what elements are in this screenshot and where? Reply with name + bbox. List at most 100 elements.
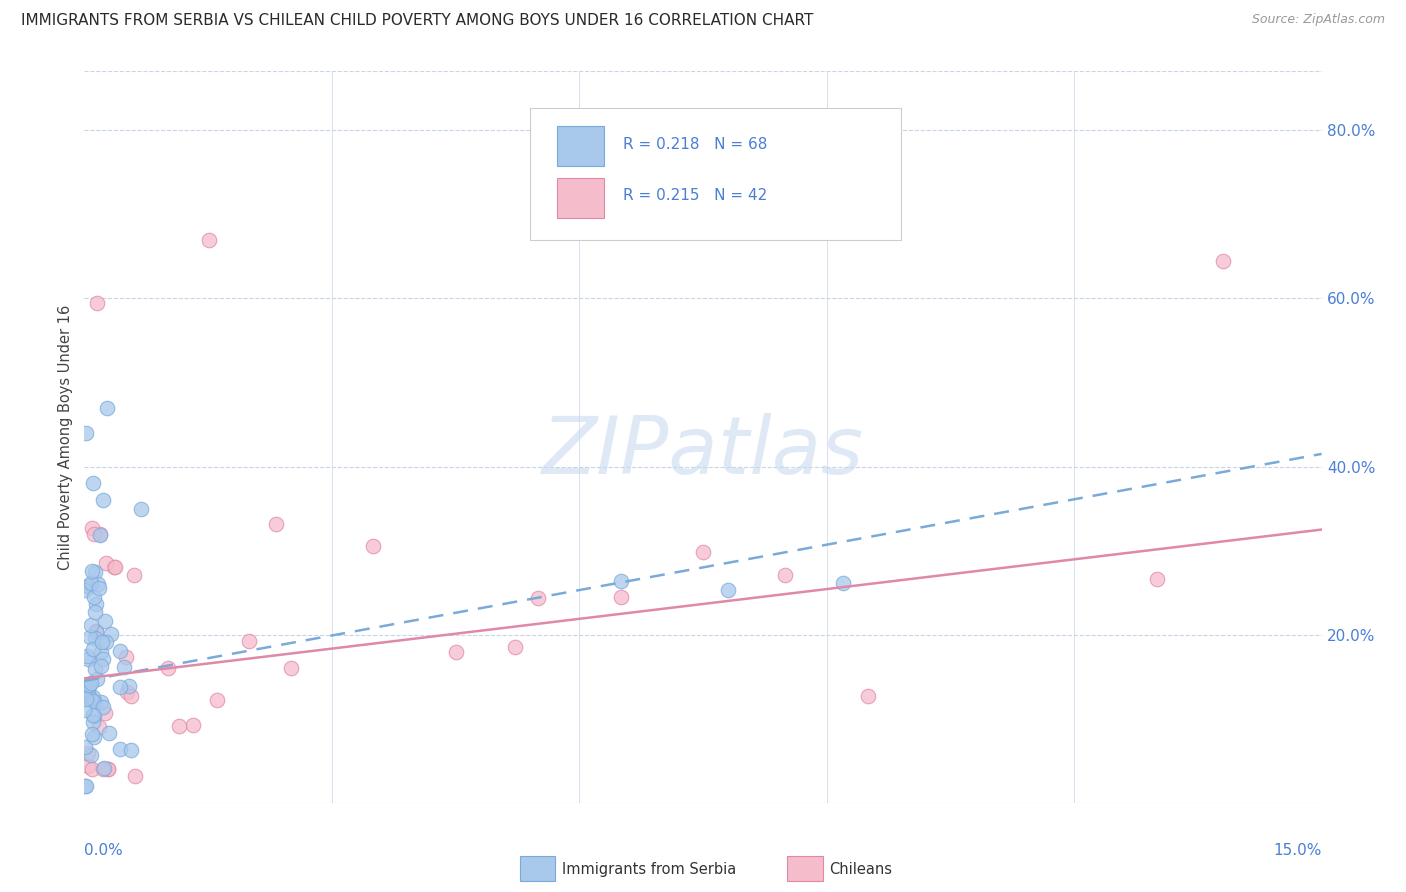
Point (84, 597, 107, 611)
Point (77, 579, 100, 593)
Point (1212, 253, 1234, 268)
Point (527, 591, 550, 605)
Text: Immigrants from Serbia: Immigrants from Serbia (562, 863, 737, 877)
Point (205, 692, 228, 706)
Point (775, 568, 797, 582)
Point (90, 695, 112, 709)
FancyBboxPatch shape (557, 126, 605, 166)
Point (80, 521, 103, 535)
Point (82, 690, 104, 704)
Point (505, 640, 527, 655)
Point (124, 769, 146, 783)
Point (832, 575, 855, 590)
Point (77, 579, 100, 593)
Point (94, 614, 117, 628)
Point (76, 685, 98, 699)
Point (90, 645, 112, 659)
Point (80, 576, 103, 591)
Point (83, 591, 105, 605)
Point (167, 719, 190, 733)
Point (82, 694, 104, 708)
Point (97, 762, 120, 776)
Point (86, 624, 108, 639)
Point (1146, 572, 1168, 586)
Point (82, 641, 104, 656)
Point (264, 517, 287, 532)
Point (112, 659, 135, 673)
Point (91, 762, 114, 776)
Point (84, 631, 107, 645)
Point (87, 720, 110, 734)
Point (84, 625, 107, 640)
Point (80, 676, 103, 690)
Point (717, 582, 740, 597)
Point (238, 634, 260, 648)
Point (89, 581, 111, 595)
Point (77, 759, 100, 773)
Point (76, 648, 98, 663)
Point (82, 476, 104, 491)
Point (91, 700, 114, 714)
Point (82, 727, 104, 741)
Point (75, 691, 97, 706)
Point (108, 644, 131, 658)
Point (80, 747, 103, 762)
Point (83, 695, 105, 709)
Point (73, 703, 96, 717)
Point (118, 679, 141, 693)
Point (97, 762, 120, 776)
Point (84, 662, 107, 676)
Point (93, 761, 115, 775)
Point (361, 539, 384, 553)
FancyBboxPatch shape (530, 108, 901, 240)
Point (108, 680, 131, 694)
Point (77, 678, 100, 692)
Point (91, 635, 114, 649)
Point (82, 708, 104, 723)
Point (181, 718, 204, 732)
Text: IMMIGRANTS FROM SERBIA VS CHILEAN CHILD POVERTY AMONG BOYS UNDER 16 CORRELATION : IMMIGRANTS FROM SERBIA VS CHILEAN CHILD … (21, 13, 814, 29)
Text: Chileans: Chileans (830, 863, 893, 877)
Point (79, 692, 101, 706)
Point (129, 501, 152, 516)
Point (83, 731, 105, 745)
FancyBboxPatch shape (557, 178, 605, 218)
Point (82, 762, 104, 776)
Text: ZIPatlas: ZIPatlas (541, 413, 865, 491)
Point (856, 690, 879, 704)
Point (76, 779, 98, 793)
Point (89, 528, 111, 542)
Point (94, 556, 117, 570)
Point (280, 661, 302, 675)
Point (77, 679, 100, 693)
Point (86, 673, 108, 687)
Point (93, 706, 115, 720)
Point (692, 545, 714, 559)
Point (89, 526, 111, 541)
Point (82, 564, 104, 578)
Point (91, 651, 114, 665)
Point (75, 779, 97, 793)
Point (75, 739, 97, 754)
Point (80, 691, 103, 706)
Point (87, 576, 110, 591)
Point (94, 635, 117, 649)
Point (84, 605, 107, 619)
Point (609, 590, 631, 604)
Point (83, 565, 105, 579)
Point (80, 617, 103, 632)
Point (115, 685, 138, 699)
Point (86, 295, 108, 310)
Point (444, 645, 467, 659)
Point (82, 714, 104, 729)
Point (198, 233, 221, 247)
Point (75, 425, 97, 440)
Point (90, 659, 112, 673)
Point (156, 661, 179, 675)
Point (103, 560, 125, 574)
Point (104, 560, 127, 574)
Y-axis label: Child Poverty Among Boys Under 16: Child Poverty Among Boys Under 16 (58, 304, 73, 570)
Text: Source: ZipAtlas.com: Source: ZipAtlas.com (1251, 13, 1385, 27)
Point (122, 567, 145, 582)
Point (114, 649, 136, 664)
